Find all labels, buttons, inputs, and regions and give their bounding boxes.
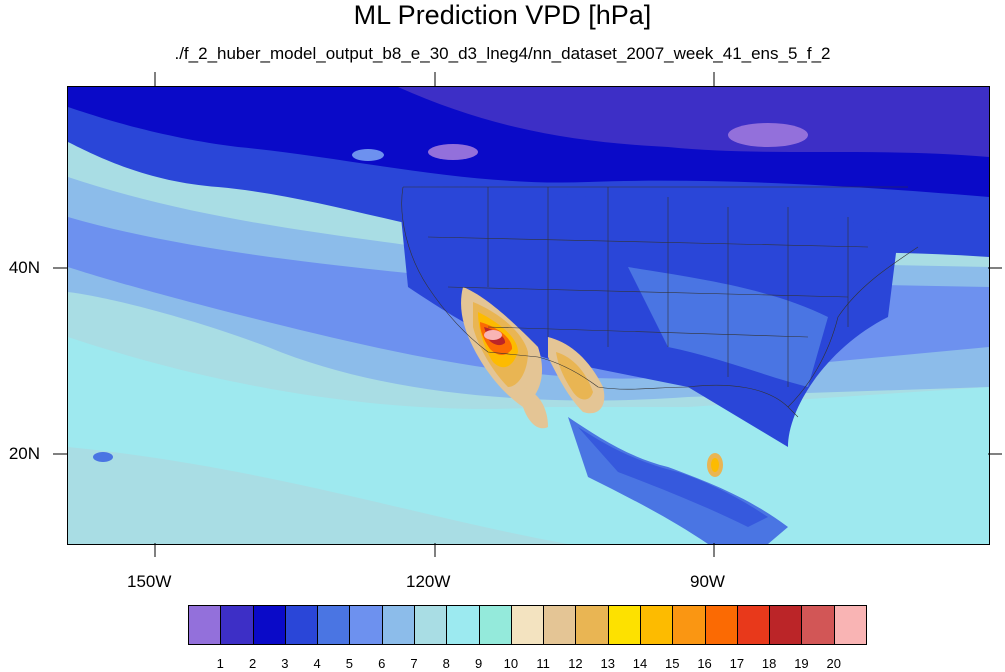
colorbar-cell <box>381 605 415 645</box>
lon-label-150w: 150W <box>127 572 172 591</box>
colorbar-cell <box>672 605 706 645</box>
colorbar-cell <box>704 605 738 645</box>
map-subtitle: ./f_2_huber_model_output_b8_e_30_d3_lneg… <box>174 44 831 63</box>
colorbar <box>188 605 867 647</box>
colorbar-label: 3 <box>281 656 289 671</box>
colorbar-cell <box>833 605 867 645</box>
colorbar-label: 8 <box>442 656 450 671</box>
colorbar-cell <box>252 605 286 645</box>
colorbar-cell <box>769 605 803 645</box>
colorbar-label: 14 <box>632 656 648 671</box>
colorbar-cell <box>575 605 609 645</box>
colorbar-label: 20 <box>826 656 841 671</box>
colorbar-cell <box>188 605 222 645</box>
colorbar-cell <box>317 605 351 645</box>
colorbar-label: 6 <box>378 656 386 671</box>
colorbar-label: 5 <box>345 656 354 671</box>
colorbar-cell <box>607 605 641 645</box>
lon-label-90w: 90W <box>690 572 725 591</box>
colorbar-label: 15 <box>665 656 680 671</box>
colorbar-label: 17 <box>729 656 745 671</box>
lat-label-20n: 20N <box>8 444 40 463</box>
colorbar-label: 7 <box>410 656 418 671</box>
map-title: ML Prediction VPD [hPa] <box>353 0 652 30</box>
colorbar-cell <box>510 605 545 645</box>
colorbar-cell <box>284 605 319 645</box>
colorbar-cell <box>736 605 771 645</box>
colorbar-cell <box>640 605 674 645</box>
colorbar-label: 16 <box>697 656 712 671</box>
colorbar-label: 19 <box>794 656 809 671</box>
colorbar-label: 1 <box>216 656 224 671</box>
colorbar-cell <box>220 605 254 645</box>
vpd-contour-field <box>68 87 989 544</box>
lon-label-120w: 120W <box>406 572 451 591</box>
colorbar-cell <box>446 605 480 645</box>
colorbar-cell <box>801 605 835 645</box>
colorbar-label: 12 <box>568 656 583 671</box>
vpd-map <box>67 86 990 545</box>
colorbar-label: 13 <box>600 656 615 671</box>
colorbar-label: 4 <box>313 656 321 671</box>
colorbar-cell <box>414 605 448 645</box>
colorbar-label: 11 <box>536 656 550 671</box>
colorbar-label: 18 <box>761 656 777 671</box>
colorbar-cell <box>478 605 512 645</box>
lat-label-40n: 40N <box>8 258 40 277</box>
colorbar-label: 2 <box>248 656 257 671</box>
colorbar-cell <box>543 605 577 645</box>
colorbar-label: 10 <box>503 656 519 671</box>
colorbar-cell <box>349 605 383 645</box>
colorbar-label: 9 <box>474 656 483 671</box>
